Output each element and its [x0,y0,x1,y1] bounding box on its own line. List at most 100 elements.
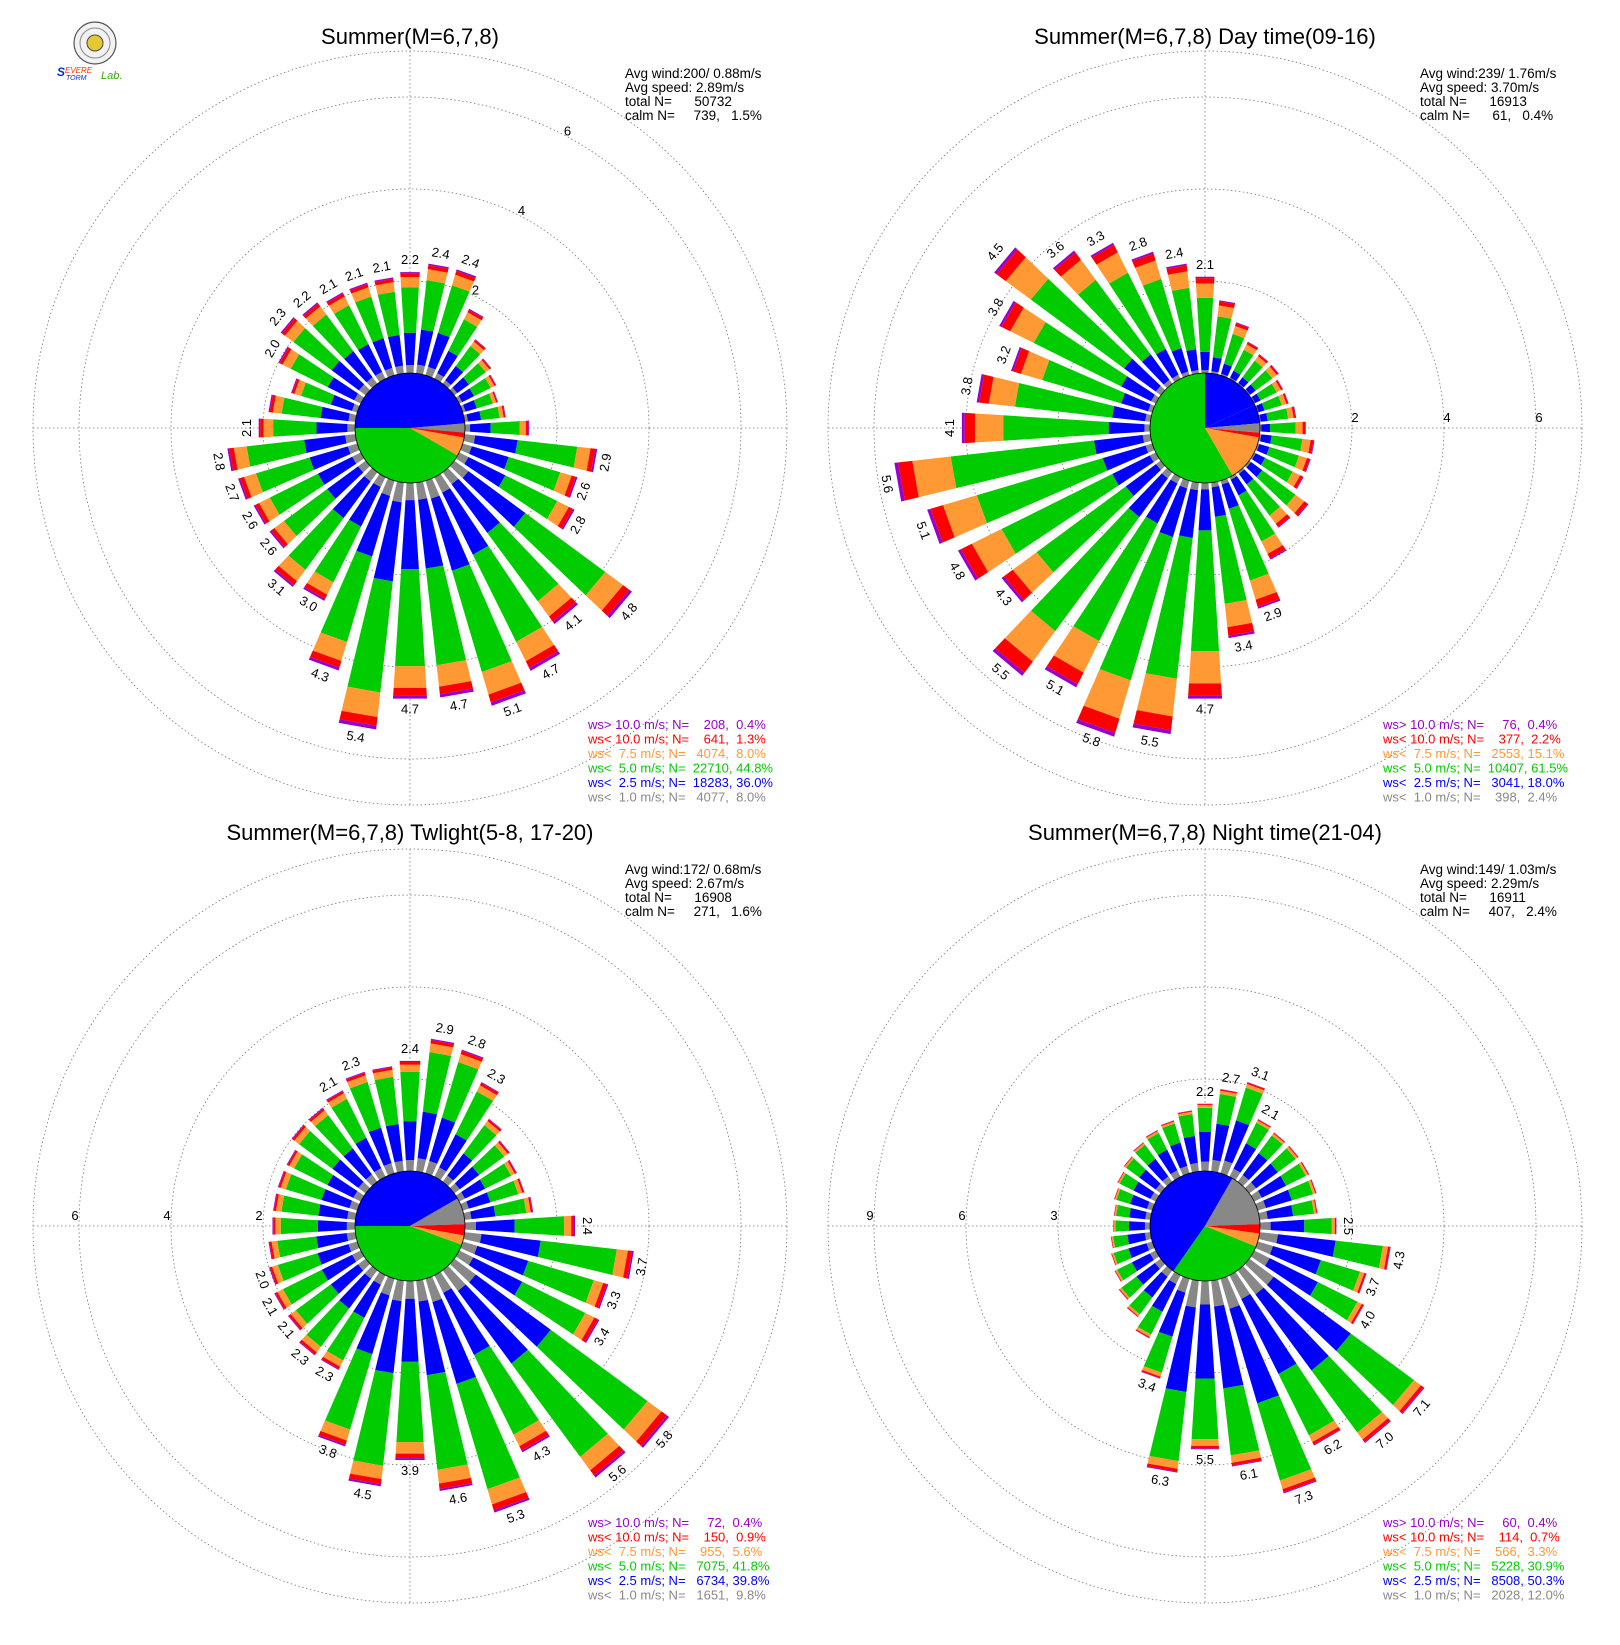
bar-segment-lt10 [1114,1220,1115,1232]
bar-total-label: 4.3 [309,665,331,685]
bar-segment-lt75 [1225,600,1252,627]
bar-total-label: 4.3 [1390,1250,1408,1270]
bar-segment-gt10 [400,1061,421,1062]
bar-total-label: 5.8 [1080,730,1102,750]
bar-segment-lt1 [406,365,414,373]
bar-segment-lt25 [401,1299,418,1362]
panel-title: Summer(M=6,7,8) Night time(21-04) [1028,820,1382,845]
bar-segment-lt25 [318,1220,347,1232]
bar-segment-lt75 [975,414,1003,443]
bar-segment-lt1 [1260,1222,1271,1230]
bar-segment-lt10 [1196,278,1215,283]
ring-scale-label: 2 [1351,410,1358,425]
bar-segment-lt5 [277,1237,318,1258]
bar-segment-gt10 [1191,1448,1219,1449]
legend-entry: ws< 10.0 m/s; N= 150, 0.9% [587,1530,766,1545]
bar-segment-lt5 [1236,1088,1263,1126]
bar-segment-lt10 [1197,1104,1212,1105]
bar-segment-lt25 [1200,352,1210,370]
bar-segment-lt25 [1260,434,1272,443]
bar-total-label: 2.1 [317,275,340,297]
bar-total-label: 2.0 [252,1269,272,1291]
bar-segment-lt1 [392,481,403,502]
bar-segment-lt25 [467,411,481,421]
stats-line: total N= 16908 [625,890,732,905]
bar-segment-gt10 [1305,422,1306,435]
bar-segment-lt1 [1177,1276,1189,1292]
bar-total-label: 6.3 [1150,1471,1170,1489]
bar-segment-lt25 [317,422,348,434]
ring-scale-label: 2 [255,1208,262,1223]
bar-segment-lt1 [1190,1163,1199,1173]
bar-total-label: 2.4 [580,1217,595,1235]
legend-entry: ws< 5.0 m/s; N= 10407, 61.5% [1382,761,1568,776]
legend-entry: ws< 10.0 m/s; N= 641, 1.3% [587,732,766,747]
bar-total-label: 5.6 [878,474,896,494]
bar-segment-lt10 [395,1454,424,1458]
bar-segment-lt25 [1129,1221,1145,1231]
bar-segment-lt5 [1149,1388,1186,1461]
ring-scale-label: 6 [71,1208,78,1223]
bar-segment-lt5 [1333,1241,1383,1268]
bar-segment-lt25 [404,333,416,365]
legend-entry: ws< 1.0 m/s; N= 2028, 12.0% [1382,1588,1565,1603]
bar-segment-lt25 [1129,1208,1146,1219]
bar-segment-lt25 [1211,357,1221,372]
panel-title: Summer(M=6,7,8) Twlight(5-8, 17-20) [226,820,593,845]
bar-segment-lt1 [1200,1281,1210,1305]
bar-segment-lt25 [321,407,350,421]
bar-total-label: 2.4 [460,251,482,271]
bar-segment-lt25 [1186,349,1198,371]
bar-total-label: 2.1 [239,419,254,437]
bar-total-label: 2.7 [222,482,242,504]
bar-total-label: 4.7 [1196,702,1214,717]
legend-entry: ws< 1.0 m/s; N= 398, 2.4% [1382,790,1558,805]
bar-segment-lt5 [1116,1205,1131,1218]
bar-segment-lt25 [470,423,491,433]
bar-segment-lt5 [1198,1108,1213,1132]
svg-text:S: S [57,65,65,79]
bar-total-label: 5.5 [1140,732,1160,750]
stats-line: total N= 50732 [625,94,732,109]
bar-total-label: 3.8 [958,376,976,396]
bar-segment-lt10 [400,274,419,278]
bar-total-label: 2.2 [1196,1084,1214,1099]
bar-total-label: 2.8 [466,1032,488,1052]
bar-total-label: 5.1 [913,519,933,541]
stats-line: Avg speed: 3.70m/s [1420,80,1539,95]
bar-total-label: 5.4 [345,728,365,746]
bar-segment-lt5 [1291,1200,1314,1216]
stats-line: calm N= 407, 2.4% [1420,904,1557,919]
bar-segment-gt10 [574,1216,575,1237]
bar-segment-lt1 [465,1222,476,1230]
bar-segment-lt5 [395,569,425,666]
bar-segment-lt25 [1199,489,1212,530]
bar-segment-lt5 [282,398,323,418]
bar-total-label: 2.3 [266,305,289,328]
ring-scale-label: 6 [958,1208,965,1223]
stats-line: Avg wind:239/ 1.76m/s [1420,66,1557,81]
stats-line: Avg speed: 2.29m/s [1420,876,1539,891]
bar-segment-lt1 [463,1232,481,1243]
bar-total-label: 2.5 [1341,1217,1356,1235]
bar-segment-gt10 [1188,695,1222,698]
legend-entry: ws< 1.0 m/s; N= 4077, 8.0% [587,790,766,805]
bar-total-label: 2.1 [371,258,391,276]
bar-segment-lt5 [480,407,500,420]
bar-segment-lt75 [401,277,420,287]
bar-segment-lt1 [1201,1162,1209,1171]
stats-line: Avg speed: 2.89m/s [625,80,744,95]
stats-line: Avg wind:172/ 0.68m/s [625,862,762,877]
bar-total-label: 2.8 [1127,234,1149,254]
bar-segment-lt1 [465,424,470,432]
bar-segment-lt5 [1116,1220,1129,1231]
ring-scale-label: 4 [1443,410,1450,425]
bar-total-label: 2.0 [261,337,283,360]
bar-segment-lt1 [405,1281,414,1299]
bar-total-label: 5.1 [501,699,523,719]
bar-segment-lt75 [1197,1105,1212,1108]
bar-segment-lt1 [405,483,414,500]
legend-entry: ws< 7.5 m/s; N= 4074, 8.0% [587,746,766,761]
